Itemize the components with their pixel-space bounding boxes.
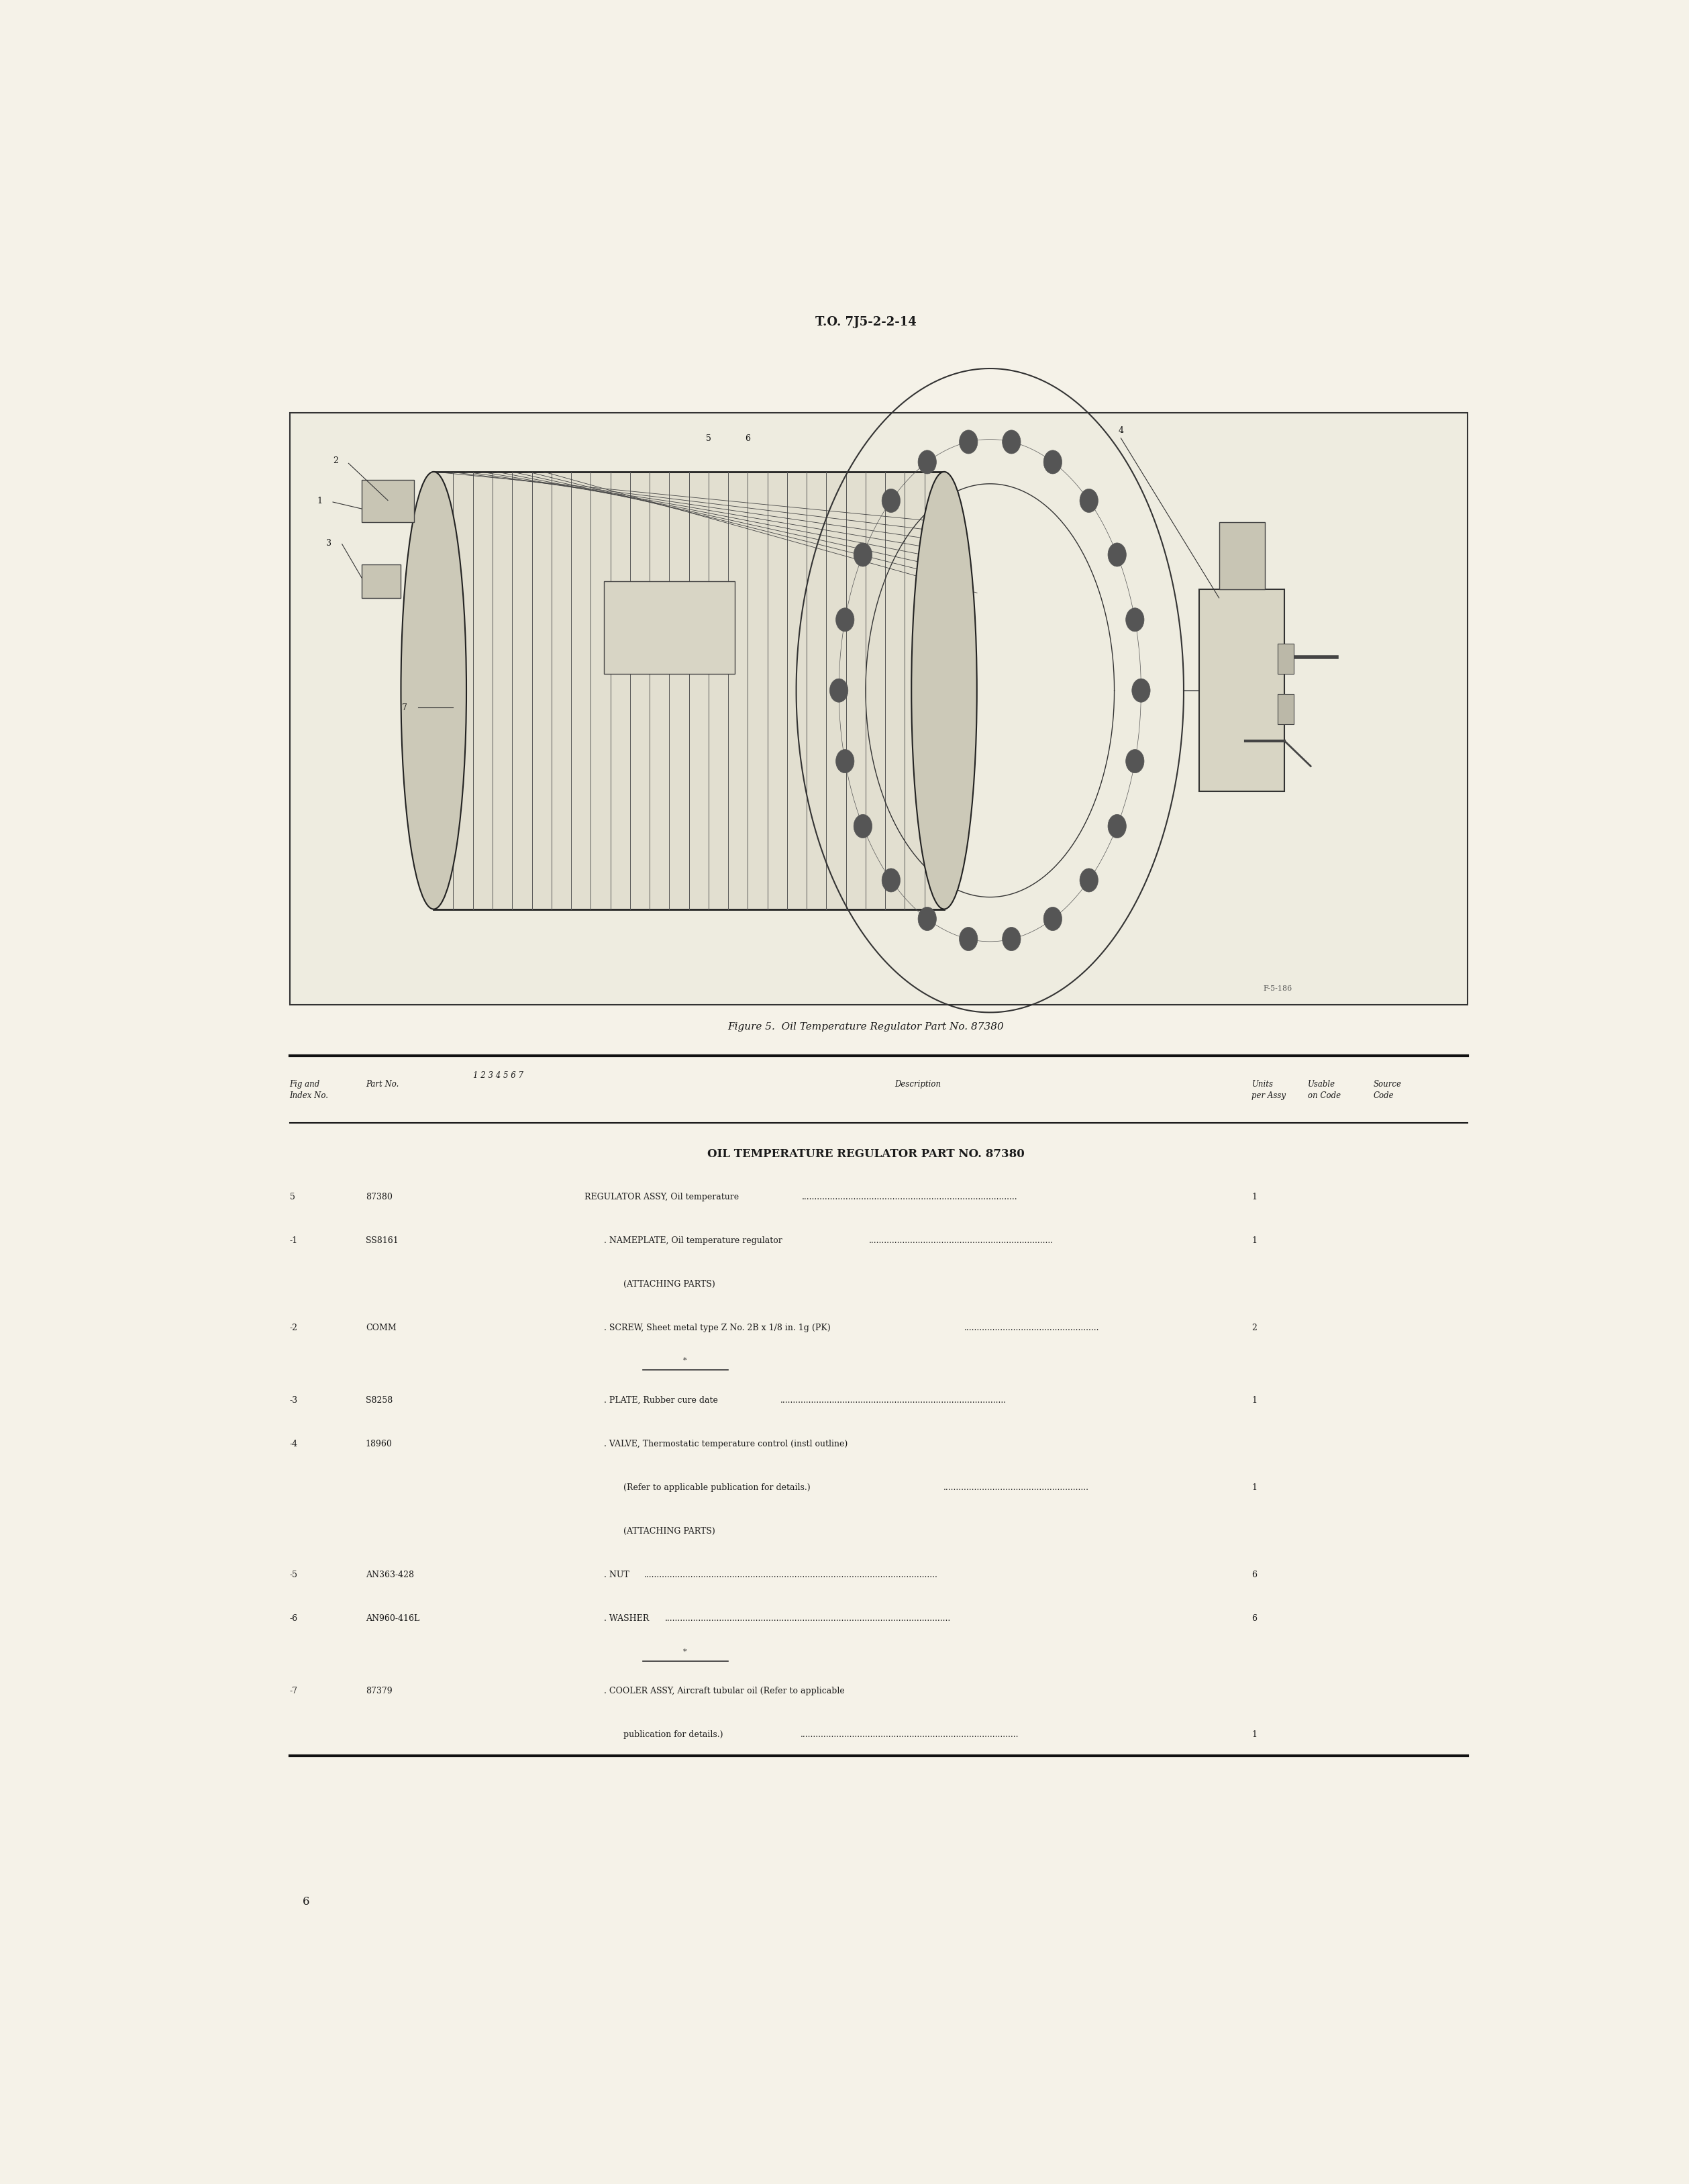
Text: -5: -5	[291, 1570, 297, 1579]
Bar	[291, 413, 1468, 1005]
Text: Source
Code: Source Code	[1373, 1079, 1402, 1099]
Text: 1: 1	[1252, 1396, 1257, 1404]
Circle shape	[1044, 450, 1062, 474]
Text: OIL TEMPERATURE REGULATOR PART NO. 87380: OIL TEMPERATURE REGULATOR PART NO. 87380	[708, 1149, 1024, 1160]
Text: ................................................................................: ........................................…	[645, 1570, 937, 1579]
Bar	[361, 480, 414, 522]
Text: 7: 7	[402, 703, 407, 712]
Ellipse shape	[912, 472, 976, 909]
Text: ................................................................................: ........................................…	[665, 1614, 951, 1623]
Bar	[1219, 522, 1265, 590]
Bar	[1279, 644, 1294, 675]
Text: ................................................................................: ........................................…	[802, 1192, 1017, 1201]
Circle shape	[836, 609, 855, 631]
Text: -1: -1	[291, 1236, 297, 1245]
Text: -6: -6	[291, 1614, 297, 1623]
Text: Figure 5.  Oil Temperature Regulator Part No. 87380: Figure 5. Oil Temperature Regulator Part…	[728, 1022, 1003, 1031]
Text: AN363-428: AN363-428	[365, 1570, 414, 1579]
Circle shape	[1002, 430, 1020, 454]
Text: *: *	[682, 1647, 687, 1653]
Circle shape	[853, 815, 872, 839]
Text: T.O. 7J5-2-2-14: T.O. 7J5-2-2-14	[816, 317, 915, 328]
Ellipse shape	[400, 472, 466, 909]
Bar	[434, 472, 944, 909]
Text: . WASHER: . WASHER	[605, 1614, 649, 1623]
Text: 1: 1	[1252, 1236, 1257, 1245]
Circle shape	[1079, 489, 1098, 513]
Text: 4: 4	[1118, 426, 1123, 435]
Text: 3: 3	[326, 539, 331, 548]
Circle shape	[1108, 815, 1127, 839]
Bar	[1279, 695, 1294, 725]
Text: (ATTACHING PARTS): (ATTACHING PARTS)	[623, 1280, 714, 1289]
Text: SS8161: SS8161	[365, 1236, 399, 1245]
Text: . VALVE, Thermostatic temperature control (instl outline): . VALVE, Thermostatic temperature contro…	[605, 1439, 848, 1448]
Text: F-5-186: F-5-186	[1263, 985, 1292, 992]
Text: 1 2 3 4 5 6 7: 1 2 3 4 5 6 7	[473, 1070, 524, 1079]
Bar	[361, 566, 400, 598]
Text: ................................................................................: ........................................…	[801, 1730, 1018, 1738]
Text: Part No.: Part No.	[365, 1079, 399, 1088]
Text: . NUT: . NUT	[605, 1570, 628, 1579]
Text: . NAMEPLATE, Oil temperature regulator: . NAMEPLATE, Oil temperature regulator	[605, 1236, 782, 1245]
Text: .......................................................................: ........................................…	[870, 1236, 1054, 1245]
Text: -7: -7	[291, 1686, 297, 1695]
Text: 6: 6	[1252, 1570, 1257, 1579]
Circle shape	[959, 928, 978, 952]
Text: ........................................................: ........................................…	[942, 1483, 1089, 1492]
Circle shape	[1002, 928, 1020, 952]
Circle shape	[919, 909, 936, 930]
Circle shape	[919, 450, 936, 474]
Text: 5: 5	[706, 435, 711, 443]
Circle shape	[853, 544, 872, 568]
Text: 1: 1	[1252, 1192, 1257, 1201]
Text: S8258: S8258	[365, 1396, 392, 1404]
Text: 6: 6	[745, 435, 750, 443]
Text: *: *	[682, 1356, 687, 1363]
Circle shape	[959, 430, 978, 454]
Circle shape	[1127, 749, 1143, 773]
Text: 1: 1	[1252, 1730, 1257, 1738]
Circle shape	[829, 679, 848, 703]
Circle shape	[1127, 609, 1143, 631]
Text: Fig and
Index No.: Fig and Index No.	[291, 1079, 329, 1099]
Text: Units
per Assy: Units per Assy	[1252, 1079, 1285, 1099]
Text: 18960: 18960	[365, 1439, 392, 1448]
Bar	[605, 581, 735, 675]
Text: AN960-416L: AN960-416L	[365, 1614, 419, 1623]
Text: COMM: COMM	[365, 1324, 397, 1332]
Text: -2: -2	[291, 1324, 297, 1332]
Circle shape	[1044, 909, 1062, 930]
Text: Usable
on Code: Usable on Code	[1307, 1079, 1341, 1099]
Text: (Refer to applicable publication for details.): (Refer to applicable publication for det…	[623, 1483, 811, 1492]
Circle shape	[1132, 679, 1150, 703]
Text: 6: 6	[302, 1896, 309, 1907]
Text: . COOLER ASSY, Aircraft tubular oil (Refer to applicable: . COOLER ASSY, Aircraft tubular oil (Ref…	[605, 1686, 844, 1695]
Text: 2: 2	[1252, 1324, 1257, 1332]
Circle shape	[1079, 869, 1098, 893]
Circle shape	[882, 489, 900, 513]
Text: ....................................................: ........................................…	[964, 1324, 1100, 1332]
Circle shape	[882, 869, 900, 893]
Text: 1: 1	[1252, 1483, 1257, 1492]
Text: 2: 2	[333, 456, 338, 465]
Circle shape	[836, 749, 855, 773]
Circle shape	[1108, 544, 1127, 568]
Text: 1: 1	[318, 496, 323, 505]
Text: . PLATE, Rubber cure date: . PLATE, Rubber cure date	[605, 1396, 718, 1404]
Text: 87379: 87379	[365, 1686, 392, 1695]
Text: 5: 5	[291, 1192, 296, 1201]
Text: Description: Description	[895, 1079, 941, 1088]
Text: ................................................................................: ........................................…	[780, 1396, 1007, 1404]
Text: 87380: 87380	[365, 1192, 392, 1201]
Bar	[1199, 590, 1285, 793]
Text: . SCREW, Sheet metal type Z No. 2B x 1/8 in. 1g (PK): . SCREW, Sheet metal type Z No. 2B x 1/8…	[605, 1324, 831, 1332]
Text: REGULATOR ASSY, Oil temperature: REGULATOR ASSY, Oil temperature	[584, 1192, 738, 1201]
Text: -4: -4	[291, 1439, 297, 1448]
Text: (ATTACHING PARTS): (ATTACHING PARTS)	[623, 1527, 714, 1535]
Text: -3: -3	[291, 1396, 297, 1404]
Text: publication for details.): publication for details.)	[623, 1730, 723, 1738]
Text: 6: 6	[1252, 1614, 1257, 1623]
